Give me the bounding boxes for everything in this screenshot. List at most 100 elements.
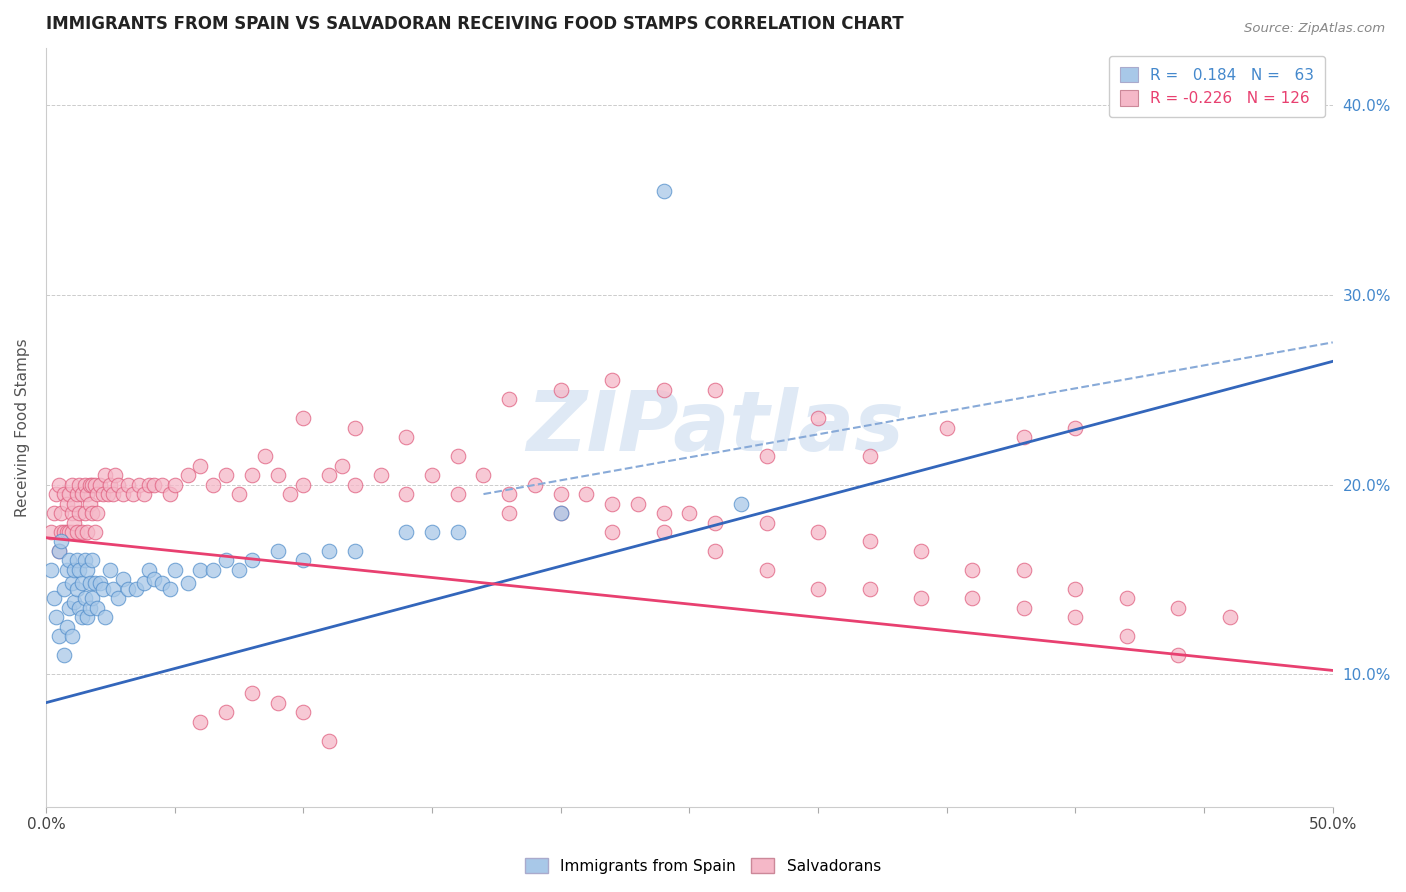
Point <box>498 392 520 407</box>
Point <box>117 582 139 596</box>
Point <box>48 629 70 643</box>
Point <box>48 477 70 491</box>
Point <box>143 573 166 587</box>
Text: IMMIGRANTS FROM SPAIN VS SALVADORAN RECEIVING FOOD STAMPS CORRELATION CHART: IMMIGRANTS FROM SPAIN VS SALVADORAN RECE… <box>46 15 904 33</box>
Point <box>82 506 104 520</box>
Point <box>98 477 121 491</box>
Point <box>89 477 111 491</box>
Point <box>575 487 598 501</box>
Point <box>755 516 778 530</box>
Point <box>91 582 114 596</box>
Point <box>76 563 98 577</box>
Point <box>1064 420 1087 434</box>
Point <box>240 686 263 700</box>
Point <box>935 420 957 434</box>
Point <box>83 524 105 539</box>
Point <box>45 610 67 624</box>
Point <box>253 449 276 463</box>
Point <box>48 544 70 558</box>
Point <box>51 506 73 520</box>
Point <box>86 600 108 615</box>
Point <box>652 524 675 539</box>
Point <box>240 468 263 483</box>
Point <box>447 449 470 463</box>
Point <box>66 487 89 501</box>
Point <box>150 576 173 591</box>
Point <box>215 553 238 567</box>
Point <box>86 506 108 520</box>
Point <box>627 497 650 511</box>
Point <box>55 524 77 539</box>
Point <box>190 563 212 577</box>
Point <box>66 582 89 596</box>
Point <box>86 487 108 501</box>
Point <box>60 629 83 643</box>
Point <box>523 477 546 491</box>
Point <box>858 534 880 549</box>
Point <box>202 563 225 577</box>
Point <box>343 420 366 434</box>
Point <box>550 506 572 520</box>
Point <box>498 506 520 520</box>
Point <box>89 576 111 591</box>
Point <box>58 600 80 615</box>
Point <box>280 487 302 501</box>
Point <box>132 576 155 591</box>
Point <box>600 524 623 539</box>
Point <box>215 705 238 719</box>
Point <box>652 383 675 397</box>
Point <box>63 497 86 511</box>
Point <box>472 468 495 483</box>
Point <box>39 524 62 539</box>
Point <box>83 477 105 491</box>
Point <box>76 524 98 539</box>
Point <box>94 468 117 483</box>
Point <box>122 487 145 501</box>
Point <box>395 487 418 501</box>
Point <box>330 458 353 473</box>
Point <box>70 576 93 591</box>
Point <box>101 582 124 596</box>
Point <box>447 487 470 501</box>
Point <box>83 576 105 591</box>
Point <box>447 524 470 539</box>
Point <box>1115 629 1137 643</box>
Point <box>807 411 830 425</box>
Point <box>67 600 90 615</box>
Point <box>292 553 315 567</box>
Point <box>858 449 880 463</box>
Point <box>42 506 65 520</box>
Point <box>1167 600 1189 615</box>
Point <box>498 487 520 501</box>
Point <box>1012 563 1035 577</box>
Point <box>58 487 80 501</box>
Point <box>190 458 212 473</box>
Point <box>125 582 148 596</box>
Point <box>58 553 80 567</box>
Point <box>190 714 212 729</box>
Point <box>395 524 418 539</box>
Point <box>63 563 86 577</box>
Point <box>202 477 225 491</box>
Point <box>343 544 366 558</box>
Point <box>82 477 104 491</box>
Point <box>53 582 76 596</box>
Point <box>159 487 181 501</box>
Point <box>858 582 880 596</box>
Point <box>163 563 186 577</box>
Legend: Immigrants from Spain, Salvadorans: Immigrants from Spain, Salvadorans <box>519 852 887 880</box>
Point <box>51 534 73 549</box>
Point <box>266 696 288 710</box>
Point <box>73 506 96 520</box>
Point <box>962 591 984 606</box>
Point <box>82 591 104 606</box>
Point <box>318 733 340 747</box>
Point <box>51 524 73 539</box>
Point <box>67 563 90 577</box>
Point <box>70 610 93 624</box>
Point <box>97 487 120 501</box>
Point <box>550 506 572 520</box>
Point <box>112 573 135 587</box>
Point <box>58 524 80 539</box>
Point <box>76 487 98 501</box>
